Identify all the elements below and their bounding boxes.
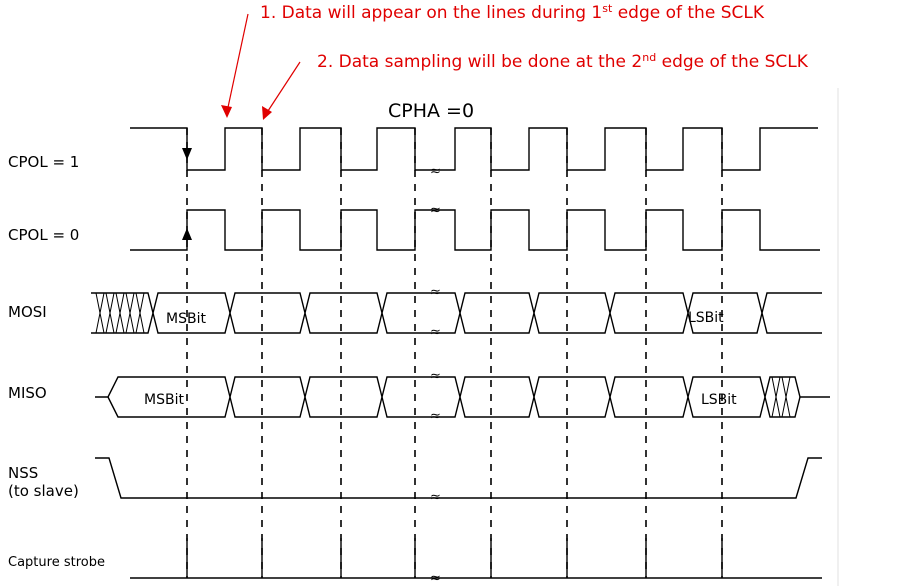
mosi-waveform xyxy=(91,292,822,334)
break-mark-cpol0: ≈ xyxy=(430,203,441,218)
mosi-lsbit-label: LSBit xyxy=(688,310,724,326)
capture-strobe-waveform xyxy=(130,538,822,579)
annotation-arrow-second-edge xyxy=(262,61,301,120)
mosi-msbit-label: MSBit xyxy=(166,311,206,327)
clock-cpol0-waveform xyxy=(130,209,820,251)
break-mark-nss: ≈ xyxy=(430,490,441,505)
label-nss: NSS xyxy=(8,464,38,482)
annotation-arrow-first-edge xyxy=(221,13,249,118)
mosi-undefined-hatch xyxy=(95,292,145,334)
break-mark-mosi-top: ≈ xyxy=(430,285,441,300)
break-mark-cpol1: ≈ xyxy=(430,164,441,179)
label-miso: MISO xyxy=(8,384,47,402)
label-nss-sub: (to slave) xyxy=(8,482,79,500)
diagram-title: CPHA =0 xyxy=(388,100,474,122)
annotation-second-edge: 2. Data sampling will be done at the 2nd… xyxy=(317,51,809,72)
miso-lsbit-label: LSBit xyxy=(701,392,737,408)
annotation-first-edge: 1. Data will appear on the lines during … xyxy=(260,2,765,23)
label-cpol0: CPOL = 0 xyxy=(8,226,79,244)
label-cpol1: CPOL = 1 xyxy=(8,153,79,171)
break-mark-capture: ≈ xyxy=(430,571,441,586)
cpol0-rising-edge-arrow xyxy=(182,228,192,240)
miso-msbit-label: MSBit xyxy=(144,392,184,408)
label-mosi: MOSI xyxy=(8,303,47,321)
break-mark-mosi-bottom: ≈ xyxy=(430,325,441,340)
nss-waveform xyxy=(95,457,822,499)
break-mark-miso-bottom: ≈ xyxy=(430,409,441,424)
edge-guide-lines xyxy=(186,128,723,578)
cpol1-falling-edge-arrow xyxy=(182,148,192,160)
miso-undefined-hatch xyxy=(771,376,791,418)
label-capture-strobe: Capture strobe xyxy=(8,555,105,570)
time-break-marks: ≈ ≈ ≈ ≈ ≈ ≈ ≈ ≈ xyxy=(430,164,441,586)
break-mark-miso-top: ≈ xyxy=(430,369,441,384)
miso-waveform xyxy=(95,376,830,418)
clock-cpol1-waveform xyxy=(130,127,818,171)
